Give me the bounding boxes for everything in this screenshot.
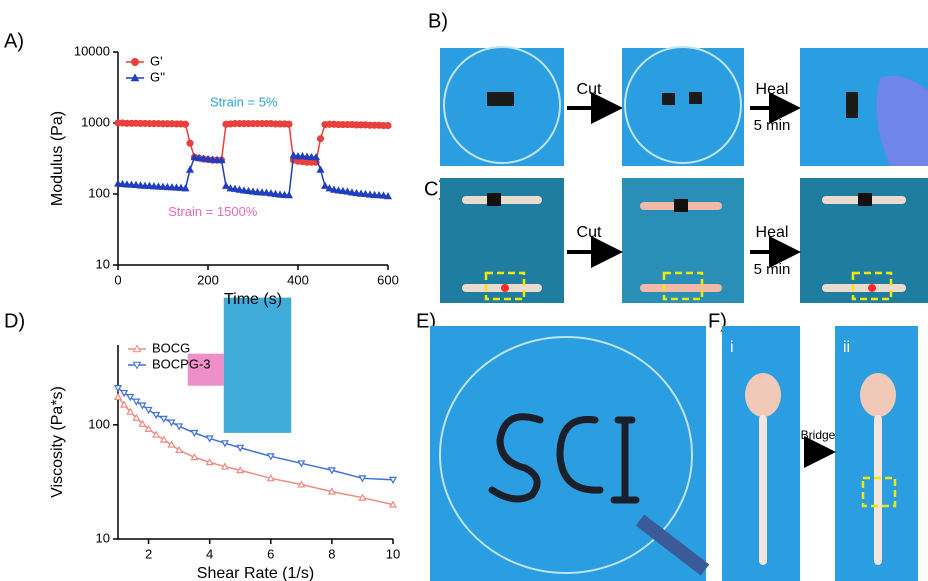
time-label: 5 min <box>754 117 791 134</box>
data-point <box>222 464 228 469</box>
x-tick-label: 4 <box>206 546 213 561</box>
legend-label: BOCG <box>152 340 190 355</box>
x-tick-label: 8 <box>328 546 335 561</box>
x-tick-label: 400 <box>287 272 309 287</box>
data-point <box>286 121 292 127</box>
data-point <box>153 413 159 418</box>
data-point <box>359 476 365 481</box>
data-point <box>176 424 182 429</box>
x-axis-label: Time (s) <box>224 291 282 308</box>
data-point <box>298 482 304 487</box>
time-label: 5 min <box>754 261 791 278</box>
data-point <box>187 167 193 172</box>
y-axis-label: Viscosity (Pa*s) <box>49 386 66 498</box>
data-point <box>237 467 243 472</box>
data-point <box>390 502 396 507</box>
photo-label: ii <box>843 339 850 356</box>
x-tick-label: 2 <box>145 546 152 561</box>
y-axis-label: Modulus (Pa) <box>49 111 66 206</box>
panel-label: D) <box>4 310 25 332</box>
step-label: Heal <box>756 224 789 241</box>
series-line <box>118 123 388 162</box>
legend-marker <box>132 59 139 66</box>
step-label: Cut <box>577 224 602 241</box>
legend-label: G' <box>150 53 163 68</box>
y-tick-label: 10 <box>96 256 110 271</box>
data-point <box>359 495 365 500</box>
data-point <box>191 454 197 459</box>
data-point <box>268 454 274 459</box>
step-label: Bridge <box>801 428 836 442</box>
hydrogel <box>662 93 675 105</box>
figure: B) Cut Heal 5 min C) Cut Heal 5 min E) F… <box>0 0 928 581</box>
data-point <box>329 468 335 473</box>
y-tick-label: 1000 <box>81 114 110 129</box>
brain <box>745 373 781 417</box>
y-tick-label: 10000 <box>74 43 110 58</box>
brain <box>860 373 896 417</box>
photo-label: i <box>730 339 734 356</box>
y-tick-label: 10 <box>96 530 110 545</box>
hydrogel <box>846 92 858 118</box>
step-label: Cut <box>577 81 602 98</box>
data-point <box>222 441 228 446</box>
data-point <box>390 477 396 482</box>
x-tick-label: 600 <box>377 272 399 287</box>
data-point <box>298 461 304 466</box>
panel-label: A) <box>4 30 24 52</box>
x-axis-label: Shear Rate (1/s) <box>197 565 314 581</box>
data-point <box>168 420 174 425</box>
x-tick-label: 10 <box>386 546 400 561</box>
data-point <box>183 185 189 190</box>
hydrogel <box>487 92 514 106</box>
step-label: Heal <box>756 81 789 98</box>
spinal-cord <box>759 415 767 565</box>
data-point <box>207 459 213 464</box>
region-label: Strain = 5% <box>210 95 278 110</box>
data-point <box>385 193 391 198</box>
data-point <box>385 123 391 129</box>
data-point <box>183 121 189 127</box>
data-point <box>161 416 167 421</box>
data-point <box>115 394 121 399</box>
data-point <box>318 167 324 172</box>
data-point <box>237 445 243 450</box>
data-point <box>286 192 292 197</box>
data-point <box>268 475 274 480</box>
hydrogel <box>689 92 702 104</box>
data-point <box>223 183 229 188</box>
y-tick-label: 100 <box>88 185 110 200</box>
x-tick-label: 6 <box>267 546 274 561</box>
x-tick-label: 0 <box>114 272 121 287</box>
data-point <box>329 489 335 494</box>
data-point <box>318 136 324 142</box>
region <box>224 298 292 433</box>
spinal-cord <box>874 415 882 565</box>
data-point <box>187 140 193 146</box>
x-tick-label: 200 <box>197 272 219 287</box>
data-point <box>322 183 328 188</box>
region-label: Strain = 1500% <box>168 204 258 219</box>
legend-label: G'' <box>150 69 165 84</box>
legend-label: BOCPG-3 <box>152 356 211 371</box>
figure-canvas: B) Cut Heal 5 min C) Cut Heal 5 min E) F… <box>0 0 928 581</box>
data-point <box>191 430 197 435</box>
data-point <box>207 436 213 441</box>
y-tick-label: 100 <box>88 416 110 431</box>
panel-label: B) <box>428 10 448 32</box>
